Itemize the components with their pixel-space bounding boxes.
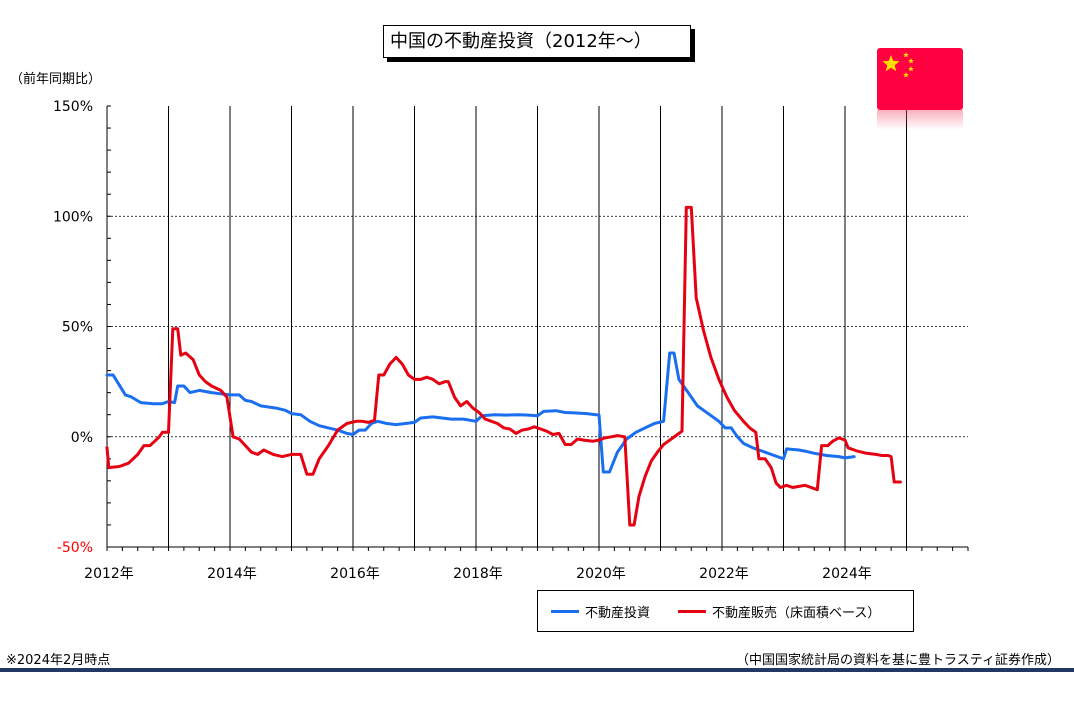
x-tick-label: 2024年 xyxy=(822,566,872,582)
flag-reflection xyxy=(877,110,963,130)
footnote-date: ※2024年2月時点 xyxy=(6,653,111,668)
y-tick-label: 150% xyxy=(53,99,93,115)
tick-layer: 150% 100% 50% 0% -50% 2012年 2014年 2016年 2018年 202… xyxy=(53,99,969,582)
y-tick-label: 0% xyxy=(71,430,93,446)
x-tick-label: 2022年 xyxy=(699,566,749,582)
legend-line-sales xyxy=(678,610,706,613)
legend-label-investment: 不動産投資 xyxy=(585,606,651,621)
y-axis-label: （前年同期比） xyxy=(10,72,102,87)
x-tick-label: 2016年 xyxy=(330,566,380,582)
legend-line-investment xyxy=(551,610,579,613)
chart-title: 中国の不動産投資（2012年～） xyxy=(383,25,691,58)
grid-layer xyxy=(106,106,968,548)
x-tick-label: 2014年 xyxy=(207,566,257,582)
y-tick-label: 50% xyxy=(62,320,93,336)
x-tick-label: 2018年 xyxy=(453,566,503,582)
chart-legend: 不動産投資 不動産販売（床面積ベース） xyxy=(537,590,914,632)
legend-label-sales: 不動産販売（床面積ベース） xyxy=(712,606,881,621)
china-flag-icon xyxy=(877,48,963,110)
x-tick-label: 2012年 xyxy=(84,566,134,582)
series-layer xyxy=(105,205,902,527)
x-tick-label: 2020年 xyxy=(576,566,626,582)
bottom-rule xyxy=(0,668,1074,672)
y-tick-label: 100% xyxy=(53,209,93,225)
series-line-sales xyxy=(105,205,902,527)
footnote-source: （中国国家統計局の資料を基に豊トラスティ証券作成） xyxy=(736,653,1060,668)
y-tick-label: -50% xyxy=(57,540,93,556)
